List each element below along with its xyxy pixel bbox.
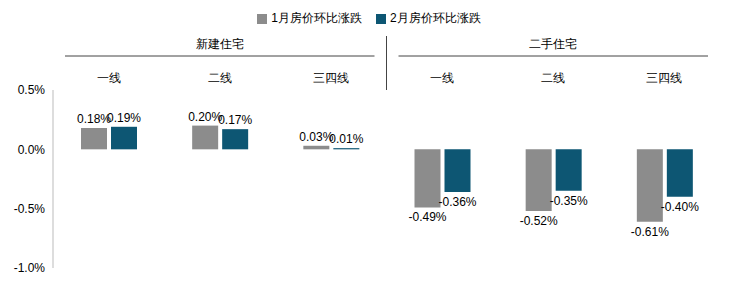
svg-text:0.0%: 0.0% (18, 143, 46, 157)
svg-text:-0.5%: -0.5% (14, 202, 46, 216)
svg-text:新建住宅: 新建住宅 (196, 37, 244, 51)
svg-text:0.17%: 0.17% (218, 113, 252, 127)
svg-text:-0.40%: -0.40% (661, 200, 699, 214)
svg-text:0.20%: 0.20% (188, 109, 223, 124)
svg-text:-0.52%: -0.52% (520, 214, 558, 228)
svg-text:0.18%: 0.18% (77, 112, 111, 126)
svg-text:0.03%: 0.03% (299, 129, 334, 144)
html-text:2月房价环比涨跌: 2月房价环比涨跌 (390, 11, 481, 25)
svg-text:二线: 二线 (208, 71, 232, 85)
svg-text:三四线: 三四线 (646, 71, 682, 85)
svg-text:-0.36%: -0.36% (438, 195, 476, 209)
svg-text:一线: 一线 (430, 71, 454, 85)
svg-text:二线: 二线 (541, 71, 565, 85)
svg-text:0.19%: 0.19% (107, 111, 141, 125)
svg-text:-1.0%: -1.0% (14, 261, 46, 273)
svg-text:-0.61%: -0.61% (631, 225, 669, 239)
svg-text:0.01%: 0.01% (329, 132, 363, 146)
svg-text:-0.35%: -0.35% (550, 194, 588, 208)
svg-text:二手住宅: 二手住宅 (529, 37, 577, 51)
svg-text:-0.49%: -0.49% (408, 210, 446, 224)
html-text:1月房价环比涨跌: 1月房价环比涨跌 (271, 11, 362, 25)
svg-text:0.5%: 0.5% (18, 83, 46, 97)
svg-text:一线: 一线 (97, 71, 121, 85)
svg-text:三四线: 三四线 (313, 71, 349, 85)
